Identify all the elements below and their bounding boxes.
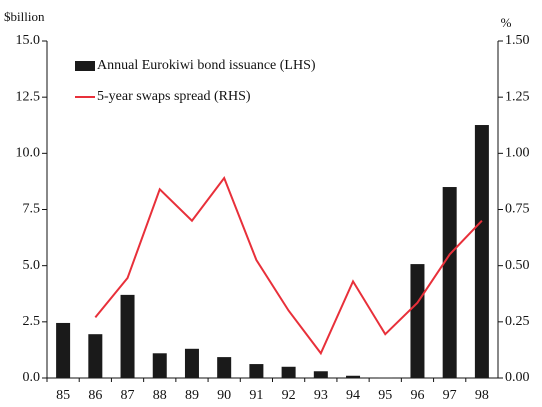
- x-tick-label: 95: [378, 388, 392, 403]
- x-tick-label: 88: [153, 388, 167, 403]
- y-tick-label: 15.0: [16, 33, 41, 48]
- y-tick-label: 10.0: [16, 146, 41, 161]
- x-tick-label: 91: [249, 388, 263, 403]
- bar: [249, 364, 264, 378]
- y2-tick-label: 1.50: [505, 33, 530, 48]
- bar: [410, 264, 425, 378]
- bar: [442, 187, 457, 378]
- x-tick-label: 97: [443, 388, 457, 403]
- y-tick-label: 7.5: [23, 202, 41, 217]
- x-tick-label: 87: [121, 388, 135, 403]
- x-tick-label: 98: [475, 388, 489, 403]
- x-tick-label: 85: [56, 388, 70, 403]
- y-tick-label: 0.0: [23, 370, 41, 385]
- x-tick-label: 94: [346, 388, 360, 403]
- bar: [217, 357, 232, 378]
- bar: [152, 353, 167, 378]
- y2-tick-label: 0.25: [505, 314, 530, 329]
- y2-axis-label: %: [501, 15, 512, 30]
- y2-tick-label: 0.00: [505, 370, 530, 385]
- x-tick-label: 89: [185, 388, 199, 403]
- bar: [346, 375, 361, 378]
- line: [94, 176, 483, 356]
- legend-label: Annual Eurokiwi bond issuance (LHS): [97, 58, 316, 73]
- x-tick-label: 96: [410, 388, 424, 403]
- bar: [184, 348, 199, 378]
- y-tick-label: 5.0: [23, 258, 41, 273]
- bar: [56, 322, 71, 378]
- bar: [281, 366, 296, 378]
- x-tick-label: 86: [88, 388, 102, 403]
- x-tick-label: 92: [282, 388, 296, 403]
- bar: [120, 294, 135, 378]
- legend-label: 5-year swaps spread (RHS): [97, 89, 251, 104]
- y-axis-label: $billion: [4, 9, 45, 24]
- y-tick-label: 12.5: [16, 89, 41, 104]
- bar: [313, 371, 328, 378]
- legend-swatch: [75, 61, 95, 71]
- y2-tick-label: 1.00: [505, 146, 530, 161]
- bar: [474, 125, 489, 378]
- x-tick-label: 90: [217, 388, 231, 403]
- y2-tick-label: 0.75: [505, 202, 530, 217]
- y2-tick-label: 1.25: [505, 89, 530, 104]
- y-tick-label: 2.5: [23, 314, 41, 329]
- x-tick-label: 93: [314, 388, 328, 403]
- bar: [88, 334, 103, 378]
- y2-tick-label: 0.50: [505, 258, 530, 273]
